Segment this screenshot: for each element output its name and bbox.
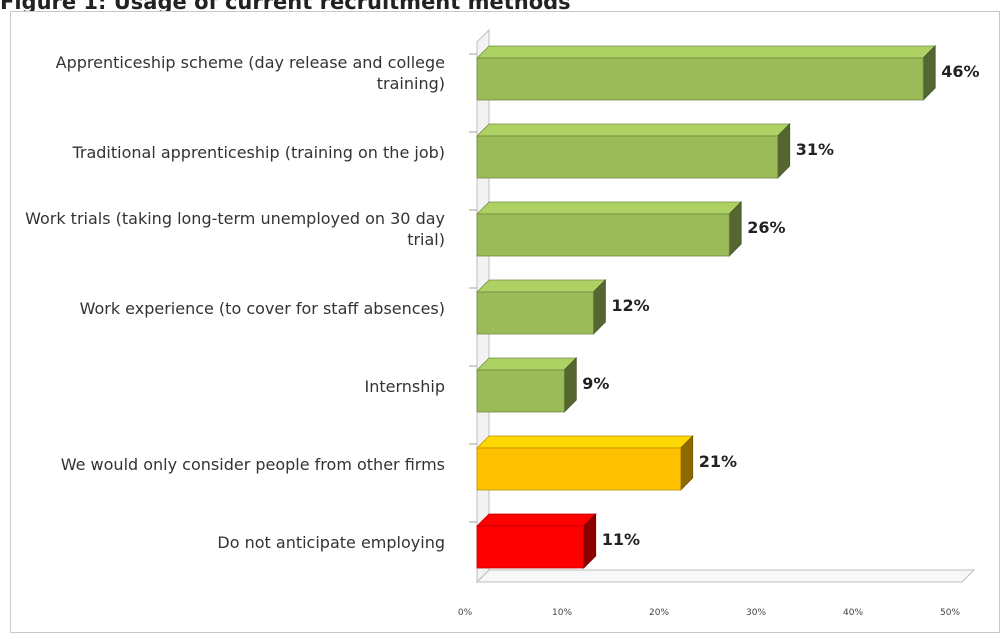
bar-3	[476, 291, 594, 335]
bar-2	[476, 213, 730, 257]
bar-0	[476, 57, 924, 101]
value-label-2: 26%	[747, 218, 786, 237]
x-tick-label-1: 10%	[551, 608, 573, 618]
bar-top-0	[476, 45, 937, 59]
floor	[475, 569, 976, 583]
bar-1	[476, 135, 779, 179]
value-label-1: 31%	[795, 140, 834, 159]
bar-top-1	[476, 123, 791, 137]
x-tick-label-3: 30%	[745, 608, 767, 618]
bar-4	[476, 369, 565, 413]
category-label-2: Work trials (taking long-term unemployed…	[25, 209, 445, 249]
x-tick-label-5: 50%	[939, 608, 961, 618]
category-label-5: We would only consider people from other…	[60, 455, 445, 474]
value-label-0: 46%	[941, 62, 980, 81]
value-label-3: 12%	[611, 296, 650, 315]
bar-top-5	[476, 435, 694, 449]
bar-top-6	[476, 513, 597, 527]
figure-title: Figure 1: Usage of current recruitment m…	[0, 0, 571, 14]
value-label-6: 11%	[601, 530, 640, 549]
bar-top-2	[476, 201, 743, 215]
category-label-0: Apprenticeship scheme (day release and c…	[55, 53, 445, 93]
bar-6	[476, 525, 585, 569]
category-label-6: Do not anticipate employing	[217, 533, 445, 552]
x-tick-label-4: 40%	[842, 608, 864, 618]
x-tick-label-2: 20%	[648, 608, 670, 618]
category-label-3: Work experience (to cover for staff abse…	[79, 299, 445, 318]
category-label-4: Internship	[364, 377, 446, 396]
bar-top-4	[476, 357, 578, 371]
category-label-1: Traditional apprenticeship (training on …	[72, 143, 445, 162]
x-tick-label-0: 0%	[457, 608, 473, 618]
value-label-4: 9%	[582, 374, 610, 393]
bar-5	[476, 447, 682, 491]
bar-top-3	[476, 279, 607, 293]
value-label-5: 21%	[698, 452, 737, 471]
